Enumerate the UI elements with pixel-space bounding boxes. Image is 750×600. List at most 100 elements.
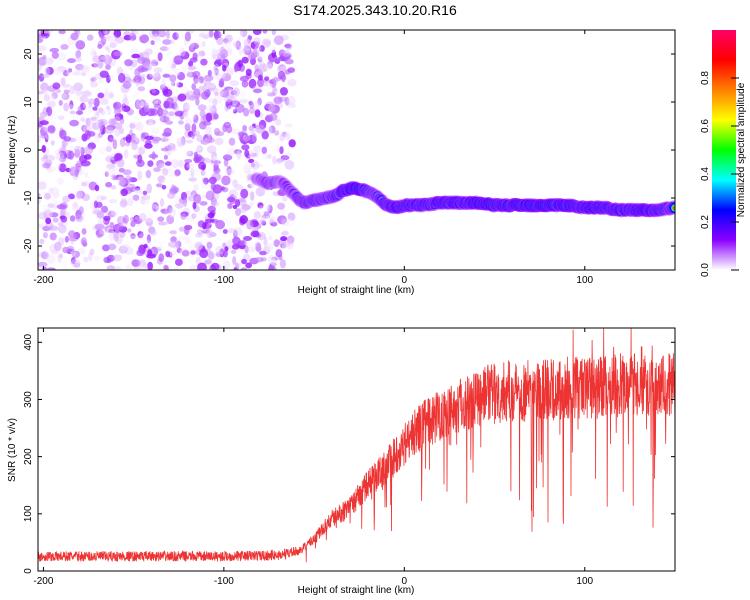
noise-blob xyxy=(81,72,87,77)
noise-blob xyxy=(38,37,44,44)
noise-blob xyxy=(167,168,176,177)
noise-blob xyxy=(185,239,192,245)
noise-blob xyxy=(278,64,287,72)
noise-blob xyxy=(157,52,163,62)
noise-blob xyxy=(122,214,129,224)
noise-blob xyxy=(151,33,161,41)
noise-blob xyxy=(122,80,132,89)
noise-blob xyxy=(184,236,191,244)
noise-blob xyxy=(226,48,233,56)
noise-blob xyxy=(75,40,86,50)
noise-blob xyxy=(125,175,132,185)
noise-blob xyxy=(257,202,264,209)
noise-blob xyxy=(89,81,99,88)
noise-blob xyxy=(229,226,237,232)
noise-blob xyxy=(147,160,154,167)
noise-blob xyxy=(47,125,56,134)
noise-blob xyxy=(92,51,97,56)
noise-blob xyxy=(83,146,94,155)
noise-blob xyxy=(74,169,79,178)
noise-blob xyxy=(182,102,190,112)
noise-blob xyxy=(170,184,176,193)
colorbar-bar xyxy=(712,30,736,270)
noise-blob xyxy=(282,115,288,123)
snr-y-axis-label: SNR (10 * v/v) xyxy=(7,418,18,482)
noise-blob xyxy=(68,104,74,112)
noise-blob xyxy=(268,125,276,134)
noise-blob xyxy=(196,145,203,153)
noise-blob xyxy=(133,215,140,222)
noise-blob xyxy=(143,243,148,249)
noise-blob xyxy=(47,167,54,174)
noise-blob xyxy=(200,139,210,145)
noise-blob xyxy=(188,44,196,53)
noise-blob xyxy=(94,136,101,143)
noise-blob xyxy=(281,244,289,253)
noise-blob xyxy=(40,82,49,92)
noise-blob xyxy=(38,265,42,270)
noise-blob xyxy=(259,250,267,256)
noise-blob xyxy=(61,92,67,99)
noise-blob xyxy=(73,82,83,91)
noise-blob xyxy=(94,223,103,231)
noise-blob xyxy=(74,97,79,104)
noise-blob xyxy=(184,117,193,126)
noise-blob xyxy=(71,257,76,264)
noise-blob xyxy=(227,105,233,110)
noise-blob xyxy=(44,67,50,76)
noise-blob xyxy=(73,145,83,154)
noise-blob xyxy=(198,43,203,51)
noise-blob xyxy=(41,73,50,79)
noise-blob xyxy=(288,139,296,148)
noise-blob xyxy=(63,69,69,77)
noise-blob xyxy=(150,204,159,209)
noise-blob xyxy=(264,101,275,110)
noise-blob xyxy=(90,116,97,121)
noise-blob xyxy=(187,65,197,71)
noise-blob xyxy=(186,163,195,169)
noise-blob xyxy=(162,39,172,45)
noise-blob xyxy=(92,209,102,215)
noise-blob xyxy=(53,67,63,76)
noise-blob xyxy=(129,235,138,240)
spectrogram-x-ticks: -200 -100 0 100 xyxy=(33,30,594,286)
noise-blob xyxy=(38,261,48,267)
noise-blob xyxy=(275,249,283,258)
noise-blob xyxy=(243,107,250,117)
noise-blob xyxy=(251,160,260,170)
noise-blob xyxy=(69,215,76,222)
noise-blob xyxy=(262,80,270,87)
noise-blob xyxy=(217,71,227,77)
noise-blob xyxy=(97,92,105,99)
noise-blob xyxy=(114,36,125,44)
noise-blob xyxy=(279,259,286,269)
noise-blob xyxy=(177,72,186,81)
noise-blob xyxy=(48,187,53,196)
noise-blob xyxy=(160,208,166,213)
noise-blob xyxy=(100,195,107,200)
noise-blob xyxy=(86,103,93,113)
noise-blob xyxy=(212,155,218,162)
noise-blob xyxy=(184,158,193,164)
noise-blob xyxy=(187,213,193,221)
noise-blob xyxy=(169,211,179,217)
noise-blob xyxy=(51,203,59,210)
noise-blob xyxy=(73,201,78,209)
noise-blob xyxy=(235,40,241,50)
noise-blob xyxy=(57,255,63,263)
snr-panel: -200 -100 0 100 0 100 200 300 400 Height of str… xyxy=(7,327,676,596)
noise-blob xyxy=(156,246,162,252)
noise-blob xyxy=(226,165,232,176)
noise-blob xyxy=(63,136,72,142)
noise-blob xyxy=(132,194,140,201)
colorbar-label: Normalized spectral amplitude xyxy=(736,82,747,217)
noise-blob xyxy=(219,89,230,98)
noise-blob xyxy=(103,91,112,101)
noise-blob xyxy=(93,133,103,140)
noise-blob xyxy=(38,73,45,82)
noise-blob xyxy=(225,217,233,225)
noise-blob xyxy=(205,126,212,134)
noise-blob xyxy=(49,47,60,53)
noise-blob xyxy=(200,58,208,66)
noise-blob xyxy=(260,92,268,97)
